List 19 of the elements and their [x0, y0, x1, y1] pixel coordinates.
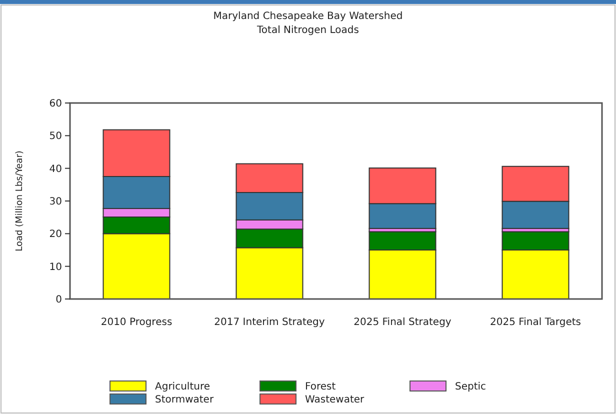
x-tick-label: 2025 Final Targets: [490, 317, 582, 328]
legend-label: Septic: [455, 382, 486, 392]
x-tick-label: 2017 Interim Strategy: [214, 317, 325, 328]
y-tick-label: 20: [49, 229, 62, 240]
chart-subtitle: Total Nitrogen Loads: [256, 25, 359, 36]
y-tick-label: 0: [56, 294, 62, 306]
x-tick-label: 2010 Progress: [100, 317, 172, 328]
x-tick-label: 2025 Final Strategy: [354, 317, 452, 328]
y-tick-label: 10: [49, 262, 62, 273]
legend-label: Stormwater: [155, 394, 214, 406]
y-axis-title: Load (Million Lbs/Year): [15, 150, 25, 252]
y-tick-label: 50: [49, 131, 62, 142]
legend-label: Forest: [305, 382, 336, 392]
y-tick-label: 60: [49, 98, 62, 110]
y-tick-label: 40: [49, 164, 62, 175]
legend-label: Wastewater: [305, 394, 366, 406]
y-tick-label: 30: [49, 196, 62, 208]
chart-title: Maryland Chesapeake Bay Watershed: [213, 11, 403, 22]
legend-label: Agriculture: [155, 382, 210, 392]
